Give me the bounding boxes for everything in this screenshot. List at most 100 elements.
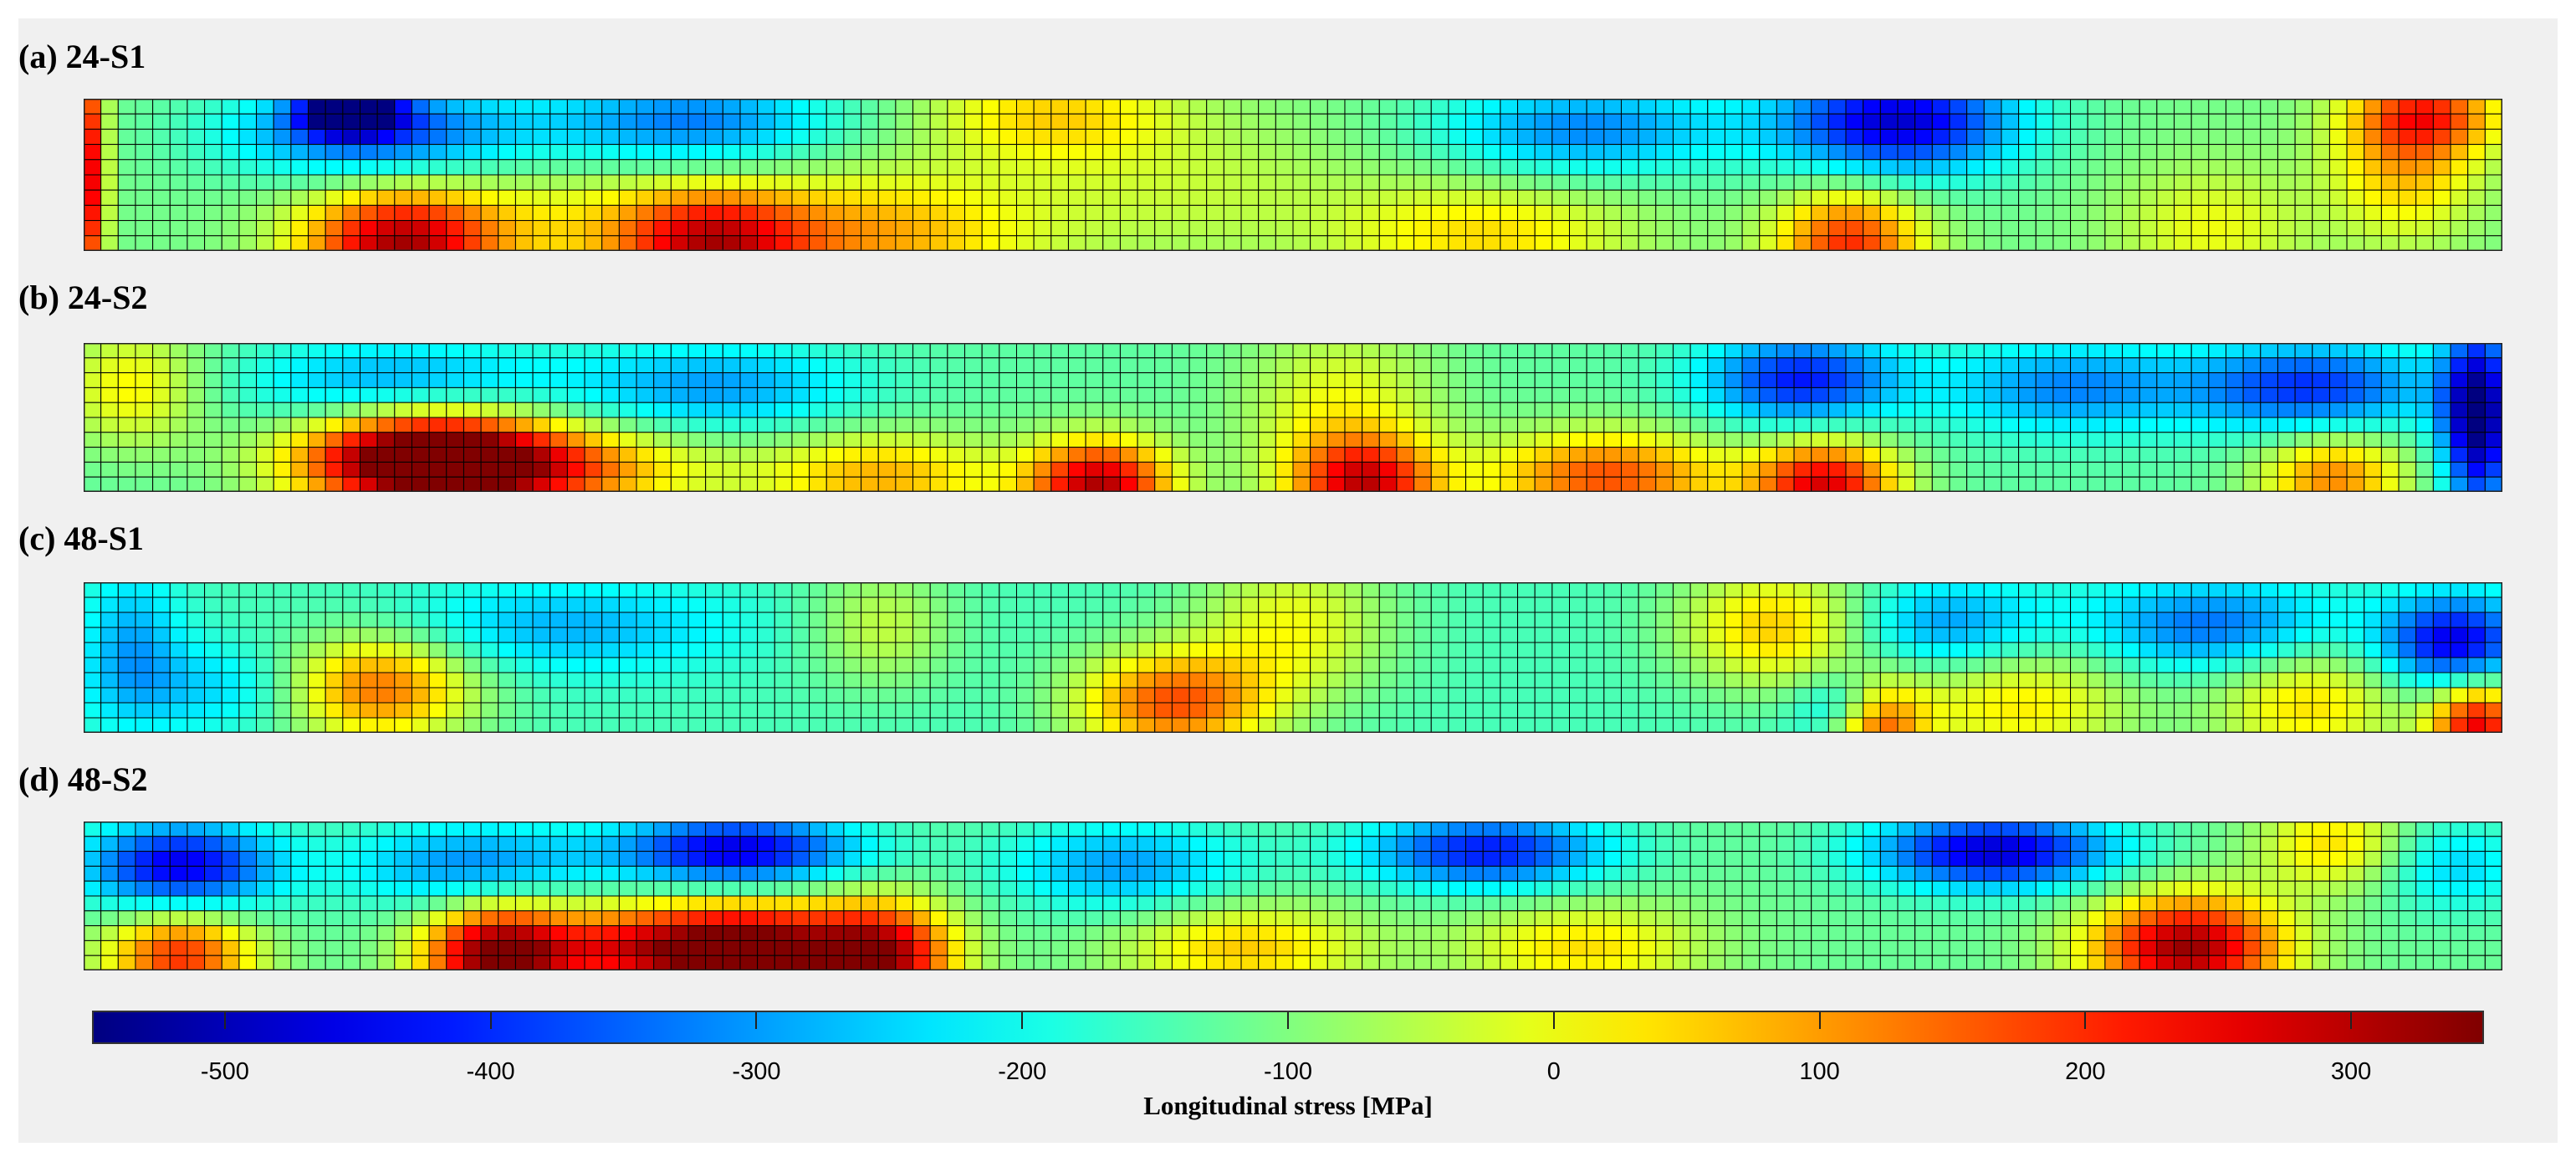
stress-cell <box>653 955 672 970</box>
stress-cell <box>1759 144 1777 161</box>
stress-cell <box>1067 596 1086 613</box>
stress-cell <box>1223 672 1242 688</box>
stress-cell <box>238 612 258 628</box>
stress-cell <box>325 717 344 733</box>
stress-cell <box>446 402 464 418</box>
stress-cell <box>84 822 102 837</box>
stress-cell <box>947 717 966 733</box>
stress-cell <box>1741 642 1761 658</box>
stress-cell <box>1240 627 1260 643</box>
stress-cell <box>809 672 827 688</box>
stress-cell <box>325 128 344 146</box>
stress-cell <box>498 880 516 897</box>
stress-cell <box>1983 642 2002 658</box>
stress-cell <box>739 174 759 191</box>
stress-cell <box>1344 702 1363 719</box>
stress-cell <box>1793 159 1812 176</box>
stress-cell <box>1188 144 1208 161</box>
stress-cell <box>2174 687 2192 704</box>
stress-cell <box>532 144 551 161</box>
stress-cell <box>480 657 499 673</box>
stress-cell <box>981 687 1000 704</box>
stress-cell <box>1517 432 1536 448</box>
stress-cell <box>2364 627 2382 643</box>
stress-cell <box>463 476 482 492</box>
stress-cell <box>376 113 396 130</box>
stress-cell <box>1569 357 1587 374</box>
stress-cell <box>1015 357 1035 374</box>
stress-cell <box>757 657 775 673</box>
stress-cell <box>1033 402 1052 418</box>
stress-cell <box>204 596 222 613</box>
stress-cell <box>566 113 585 130</box>
stress-cell <box>2380 657 2400 673</box>
stress-cell <box>1413 880 1432 897</box>
stress-cell <box>999 895 1017 912</box>
stress-cell <box>1776 128 1795 146</box>
stress-cell <box>912 174 931 191</box>
stress-cell <box>1206 717 1224 733</box>
stress-cell <box>376 189 396 206</box>
stress-cell <box>480 596 499 613</box>
stress-cell <box>895 461 914 478</box>
stress-cell <box>376 596 396 613</box>
stress-cell <box>636 642 655 658</box>
stress-cell <box>1067 220 1086 237</box>
stress-cell <box>169 476 188 492</box>
stress-cell <box>221 189 240 206</box>
stress-cell <box>1362 159 1380 176</box>
stress-cell <box>1154 939 1173 956</box>
stress-cell <box>2070 343 2088 359</box>
stress-cell <box>1015 386 1035 403</box>
stress-cell <box>2432 627 2451 643</box>
stress-cell <box>2380 672 2400 688</box>
stress-cell <box>2190 461 2210 478</box>
stress-cell <box>1378 851 1398 867</box>
stress-cell <box>1500 642 1519 658</box>
stress-cell <box>601 144 620 161</box>
stress-cell <box>1863 461 1881 478</box>
stress-cell <box>290 627 309 643</box>
stress-cell <box>273 836 292 852</box>
stress-cell <box>601 189 620 206</box>
stress-cell <box>2156 144 2175 161</box>
stress-cell <box>2277 476 2296 492</box>
stress-cell <box>152 447 171 463</box>
stress-cell <box>1879 174 1899 191</box>
stress-cell <box>1845 113 1864 130</box>
stress-cell <box>1188 476 1208 492</box>
stress-cell <box>687 865 707 882</box>
stress-cell <box>2208 687 2226 704</box>
stress-cell <box>1085 476 1104 492</box>
stress-cell <box>135 113 154 130</box>
stress-cell <box>1931 99 1950 115</box>
stress-cell <box>912 386 931 403</box>
stress-cell <box>757 372 775 388</box>
stress-cell <box>981 220 1000 237</box>
stress-cell <box>2139 128 2158 146</box>
stress-cell <box>584 372 603 388</box>
stress-cell <box>825 642 845 658</box>
stress-cell <box>1603 144 1622 161</box>
stress-cell <box>84 836 102 852</box>
stress-cell <box>1050 417 1069 433</box>
stress-cell <box>705 939 723 956</box>
stress-cell <box>2018 596 2037 613</box>
stress-cell <box>566 461 585 478</box>
stress-cell <box>705 461 723 478</box>
stress-cell <box>273 174 292 191</box>
stress-cell <box>601 159 620 176</box>
stress-cell <box>964 955 983 970</box>
stress-cell <box>1154 235 1173 251</box>
stress-cell <box>2070 159 2088 176</box>
stress-cell <box>2415 343 2434 359</box>
stress-cell <box>1223 343 1242 359</box>
stress-cell <box>1966 687 1985 704</box>
stress-cell <box>1102 596 1121 613</box>
stress-cell <box>169 702 188 719</box>
stress-cell <box>1171 836 1190 852</box>
stress-cell <box>2208 113 2226 130</box>
stress-cell <box>1983 417 2002 433</box>
stress-cell <box>342 189 361 206</box>
stress-cell <box>2104 642 2124 658</box>
